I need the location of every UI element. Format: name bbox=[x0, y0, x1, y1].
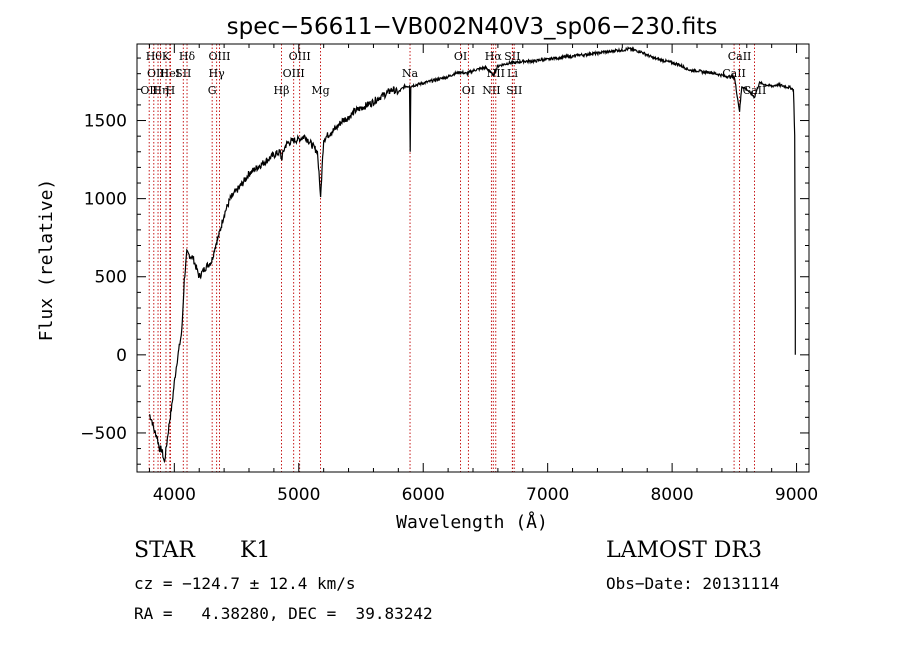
line-label-4: K bbox=[162, 50, 171, 63]
observation-date: Obs−Date: 20131114 bbox=[606, 574, 780, 593]
line-label-20: Hα bbox=[485, 50, 503, 63]
line-label-23: Li bbox=[507, 67, 518, 80]
line-label-21: NII bbox=[487, 67, 505, 80]
line-label-15: Mg bbox=[311, 84, 329, 97]
line-markers: OIIHθOIIIHηKHeIHSIIHδGHγOIIIHβOIIIOIIIMg… bbox=[140, 44, 766, 472]
redshift-velocity: cz = −124.7 ± 12.4 km/s bbox=[134, 574, 356, 593]
object-subclass: K1 bbox=[240, 538, 271, 563]
line-label-11: OIII bbox=[208, 50, 230, 63]
x-tick-label-4000: 4000 bbox=[153, 485, 196, 505]
object-class: STAR bbox=[134, 538, 195, 563]
x-tick-label-5000: 5000 bbox=[277, 485, 320, 505]
x-tick-label-7000: 7000 bbox=[526, 485, 569, 505]
line-label-10: Hγ bbox=[209, 67, 226, 80]
line-label-24: SII bbox=[506, 84, 522, 97]
y-tick-label--500: −500 bbox=[80, 424, 127, 444]
line-label-12: Hβ bbox=[274, 84, 290, 97]
spectrum-line bbox=[148, 46, 796, 464]
coordinates: RA = 4.38280, DEC = 39.83242 bbox=[134, 604, 433, 623]
y-tick-label-1500: 1500 bbox=[84, 112, 127, 132]
line-label-16: Na bbox=[402, 67, 419, 80]
x-axis: 4000 5000 6000 7000 8000 9000 bbox=[148, 44, 818, 505]
line-label-2: OIII bbox=[147, 67, 169, 80]
line-label-6: H bbox=[166, 84, 176, 97]
line-label-17: OI bbox=[454, 50, 467, 63]
line-label-5: HeI bbox=[160, 67, 180, 80]
y-tick-label-0: 0 bbox=[116, 346, 127, 366]
line-label-1: Hθ bbox=[146, 50, 163, 63]
line-label-18: OI bbox=[462, 84, 475, 97]
x-tick-label-6000: 6000 bbox=[402, 485, 445, 505]
y-axis-label: Flux (relative) bbox=[36, 179, 57, 342]
x-tick-label-9000: 9000 bbox=[775, 485, 818, 505]
line-label-19: NII bbox=[482, 84, 500, 97]
chart-title: spec−56611−VB002N40V3_sp06−230.fits bbox=[227, 14, 718, 40]
x-tick-label-8000: 8000 bbox=[650, 485, 693, 505]
line-label-13: OIII bbox=[283, 67, 305, 80]
y-tick-label-1000: 1000 bbox=[84, 190, 127, 210]
plot-frame bbox=[136, 43, 810, 473]
x-axis-label: Wavelength (Å) bbox=[396, 511, 548, 533]
y-axis: −500 0 500 1000 1500 bbox=[80, 57, 809, 465]
line-label-3: Hη bbox=[152, 84, 168, 97]
line-label-27: CaII bbox=[743, 84, 767, 97]
line-label-8: Hδ bbox=[179, 50, 196, 63]
line-label-9: G bbox=[208, 84, 217, 97]
line-label-22: SII bbox=[504, 50, 520, 63]
line-label-26: CaII bbox=[728, 50, 752, 63]
survey-name: LAMOST DR3 bbox=[606, 538, 762, 563]
line-label-14: OIII bbox=[289, 50, 311, 63]
y-tick-label-500: 500 bbox=[95, 268, 127, 288]
line-label-7: SII bbox=[175, 67, 191, 80]
